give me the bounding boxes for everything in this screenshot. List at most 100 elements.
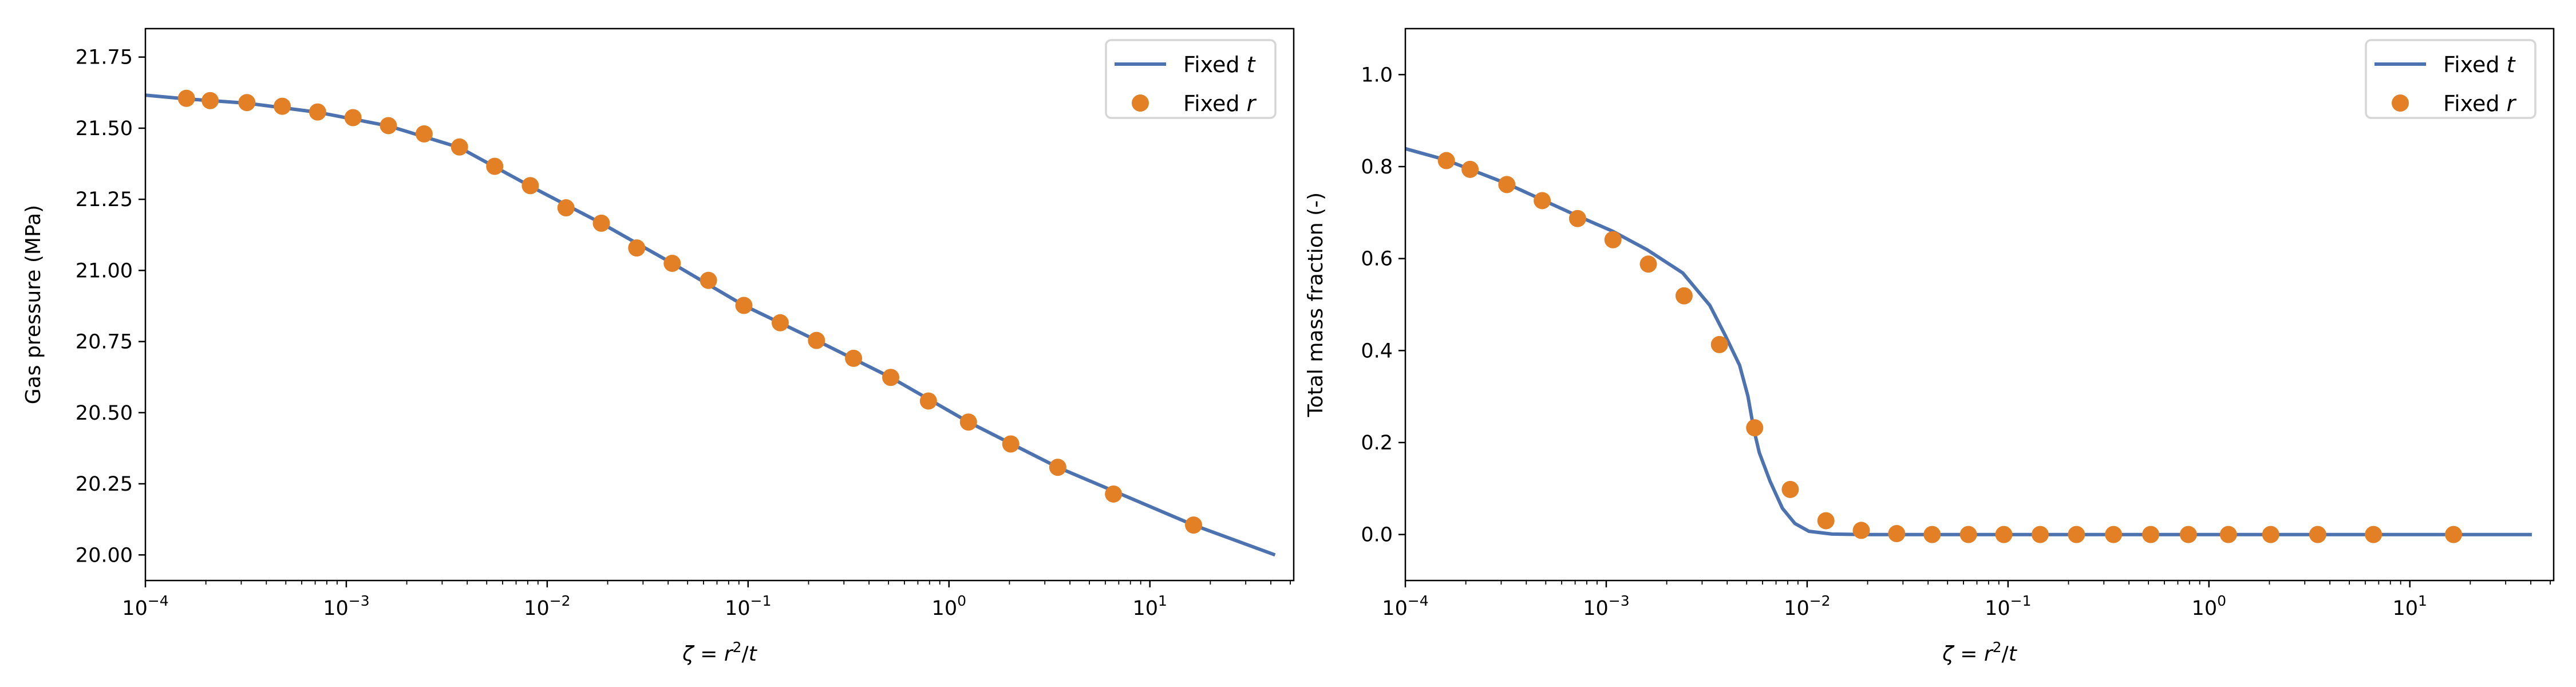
x-axis-label-part: r [1984,642,1994,666]
series-fixed-r-point [1105,485,1123,503]
series-fixed-r-point [238,94,256,112]
x-tick-exponent: −4 [148,593,169,609]
y-tick-label: 20.00 [76,544,133,567]
x-tick-label: 101 [1132,593,1167,620]
series-fixed-r-point [177,89,195,107]
series-fixed-r-point [1639,255,1657,273]
series-fixed-r-point [919,392,937,410]
legend-label: Fixed t [1183,52,1257,77]
series-fixed-r-point [882,369,900,386]
series-fixed-r-point [1923,526,1941,543]
series-fixed-r-point [1534,192,1551,210]
series-fixed-r-point [1568,210,1586,227]
y-tick-label: 0.0 [1361,524,1393,547]
legend-label-text: Fixed [2443,52,2507,77]
series-fixed-r-point [1049,459,1066,476]
y-tick-label: 20.50 [76,402,133,425]
legend-label: Fixed t [2443,52,2516,77]
series-fixed-r-point [1002,435,1020,453]
series-fixed-r-point [2365,526,2383,543]
legend-marker-swatch [1132,94,1149,112]
x-tick-label: 100 [932,593,966,620]
y-tick-label: 21.50 [76,117,133,140]
series-fixed-r-point [808,331,825,349]
x-tick-base: 10 [932,597,958,620]
series-fixed-r-point [2068,526,2085,543]
series-fixed-r-point [1498,176,1516,194]
legend-label: Fixed r [2443,91,2517,116]
plot-area [145,89,1276,557]
series-fixed-r-point [1781,480,1799,498]
y-tick-label: 1.0 [1361,64,1393,86]
series-fixed-r-point [2309,526,2326,543]
legend-marker-swatch [2392,94,2409,112]
series-fixed-r-point [700,271,717,289]
y-tick-label: 21.00 [76,259,133,282]
x-axis-label-part: t [749,642,758,666]
x-tick-base: 10 [1985,597,2010,620]
x-axis-label-part: r [724,642,734,666]
series-fixed-r-point [1852,522,1870,539]
pressure-chart: 10−4 10−3 10−2 10−1 100 10120.0020.2520.5020.… [22,27,1295,666]
x-axis-label-part: = [694,642,724,666]
series-fixed-r-point [592,214,610,232]
series-fixed-r-point [2031,526,2049,543]
x-tick-base: 10 [1382,597,1408,620]
y-tick-label: 20.75 [76,331,133,354]
x-tick-base: 10 [2192,597,2218,620]
series-fixed-r-point [2219,526,2237,543]
series-fixed-r-point [959,413,977,431]
legend-frame [2365,39,2537,119]
x-axis-label-part: 2 [733,639,742,656]
series-fixed-r-point [1604,231,1622,248]
x-axis-label-part: = [1954,642,1984,666]
x-axis-label: ζ = r2/t [1942,639,2018,666]
y-axis-label: Total mass fraction (-) [1304,192,1327,417]
x-tick-base: 10 [2392,597,2418,620]
series-fixed-r-point [521,177,539,195]
x-axis-label-part: ζ [1942,642,1955,666]
series-fixed-r-point [1746,419,1764,437]
legend-label-text: Fixed [1183,52,1247,77]
axes-frame [144,27,1295,582]
series-fixed-r-point [2142,526,2160,543]
legend-label-var: t [2507,52,2516,77]
x-axis-label-part: ζ [682,642,695,666]
x-tick-exponent: −1 [2010,593,2032,609]
legend-label-var: r [2507,91,2517,116]
legend-label-text: Fixed [2443,91,2507,116]
legend-label-var: t [1247,52,1257,77]
x-tick-base: 10 [122,597,148,620]
x-tick-label: 101 [2392,593,2427,620]
series-fixed-r-point [771,314,789,331]
series-fixed-r-point [2445,526,2463,543]
y-tick-label: 0.4 [1361,339,1393,362]
series-fixed-r-point [663,254,681,272]
series-fixed-r-point [1461,160,1479,178]
series-fixed-r-point [309,103,326,121]
series-fixed-r-point [1959,526,1977,543]
y-tick-label: 20.25 [76,473,133,496]
series-fixed-r-point [202,92,219,109]
x-tick-exponent: −2 [1809,593,1831,609]
x-axis-label-part: 2 [1993,639,2002,656]
x-tick-base: 10 [524,597,550,620]
x-tick-label: 10−2 [1784,593,1830,620]
series-fixed-r-point [344,109,362,127]
series-fixed-r-point [1675,287,1693,305]
plot-area [1405,147,2532,543]
x-tick-label: 10−4 [1382,593,1428,620]
series-fixed-t-line [1405,147,2532,536]
series-fixed-r-point [557,199,575,217]
x-axis-label-part: / [2002,642,2009,666]
x-tick-label: 100 [2192,593,2226,620]
x-tick-base: 10 [1784,597,1809,620]
x-tick-exponent: 0 [957,593,966,609]
series-fixed-r-point [2105,526,2123,543]
y-tick-label: 0.6 [1361,248,1393,271]
x-tick-base: 10 [725,597,750,620]
x-tick-label: 10−3 [323,593,369,620]
series-fixed-r-point [415,125,433,143]
